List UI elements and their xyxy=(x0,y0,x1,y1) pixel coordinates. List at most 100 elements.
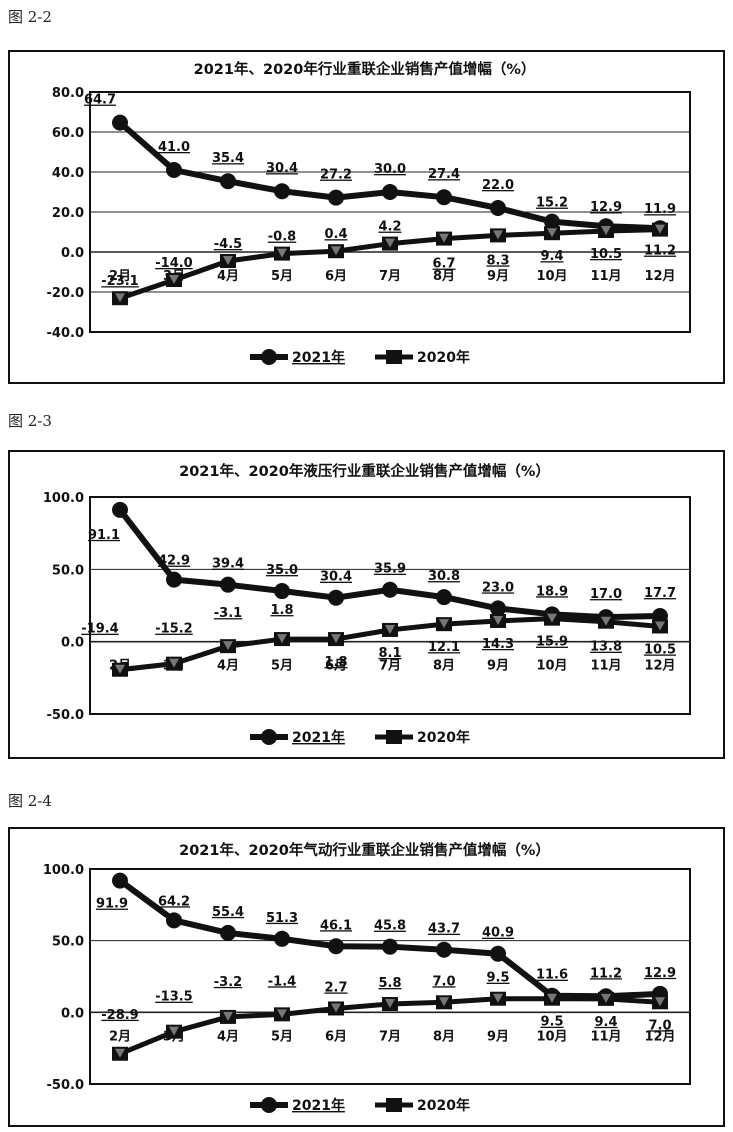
series-2020-data-label: 2.7 xyxy=(324,980,347,995)
series-2020-marker-inner xyxy=(169,1026,179,1036)
series-2020-marker-inner xyxy=(493,993,503,1003)
y-tick-label: -20.0 xyxy=(47,286,84,301)
series-2020-data-label: 7.0 xyxy=(648,1018,671,1033)
series-2021-data-label: 46.1 xyxy=(320,918,352,933)
series-2020-marker-inner xyxy=(277,248,287,258)
plot-area xyxy=(89,496,691,715)
series-2021-point xyxy=(220,173,236,190)
y-tick-label: 0.0 xyxy=(61,636,84,651)
series-2020-marker-inner xyxy=(331,1003,341,1013)
series-2020-marker-inner xyxy=(385,624,395,634)
figure-label-1: 图 2-2 xyxy=(8,8,52,26)
series-2021-data-label: 18.9 xyxy=(536,584,568,599)
category-label: 6月 xyxy=(325,659,347,674)
series-2020-data-label: 0.4 xyxy=(324,227,347,242)
series-2020-marker-inner xyxy=(439,619,449,629)
series-2020-data-label: -13.5 xyxy=(155,990,192,1005)
legend-2021-label: 2021年 xyxy=(292,349,345,366)
series-2021-point xyxy=(166,912,182,929)
series-2021-point xyxy=(220,924,236,941)
legend-2021-label: 2021年 xyxy=(292,729,345,746)
legend-2020-marker xyxy=(386,730,402,744)
series-2021-data-label: 23.0 xyxy=(482,580,514,595)
series-2020-marker-inner xyxy=(115,664,125,674)
y-tick-label: -50.0 xyxy=(47,708,84,723)
legend-2020-label: 2020年 xyxy=(417,1097,470,1114)
series-2020-data-label: 11.2 xyxy=(644,244,676,259)
series-2020-marker-inner xyxy=(655,997,665,1007)
series-2021-point xyxy=(490,600,506,617)
legend-2020-label: 2020年 xyxy=(417,349,470,366)
chart-2-4: 2021年、2020年气动行业重联企业销售产值增幅（%） 100.0 50.0 0.0… xyxy=(8,827,725,1127)
series-2021-data-label: 30.4 xyxy=(266,161,298,176)
series-2020-marker-inner xyxy=(223,256,233,265)
series-2020-data-label: 6.7 xyxy=(432,257,455,272)
plot-area xyxy=(89,868,691,1085)
series-2020-data-label: -28.9 xyxy=(101,1008,138,1023)
series-2021-data-label: 91.1 xyxy=(88,528,120,543)
series-2020-data-label: 9.5 xyxy=(540,1015,563,1030)
series-2021-data-label: 39.4 xyxy=(212,557,244,572)
series-2020-data-label: -14.0 xyxy=(155,256,192,271)
category-label: 7月 xyxy=(379,269,401,284)
series-2020-data-label: -3.2 xyxy=(214,975,242,990)
series-2021-data-label: 30.8 xyxy=(428,569,460,584)
series-2021-data-label: 30.4 xyxy=(320,570,352,585)
series-2021-data-label: 15.2 xyxy=(536,196,568,211)
category-label: 12月 xyxy=(644,1029,675,1044)
y-tick-label: 0.0 xyxy=(61,246,84,261)
category-label: 2月 xyxy=(109,1029,131,1044)
series-2021-point xyxy=(328,589,344,606)
category-label: 7月 xyxy=(379,1029,401,1044)
series-2021-data-label: 64.2 xyxy=(158,894,190,909)
series-2020-data-label: -15.2 xyxy=(155,622,192,637)
series-2021-data-label: 45.8 xyxy=(374,919,406,934)
series-2021-point xyxy=(382,938,398,955)
series-2020-marker-inner xyxy=(331,634,341,644)
series-2020-marker-inner xyxy=(277,1009,287,1019)
series-2020-marker-inner xyxy=(385,238,395,248)
category-label: 6月 xyxy=(325,269,347,284)
legend-2021-label: 2021年 xyxy=(292,1097,345,1114)
series-2020-marker-inner xyxy=(655,621,665,631)
figure-label-2: 图 2-3 xyxy=(8,412,52,430)
y-tick-label: 20.0 xyxy=(52,206,84,221)
category-label: 8月 xyxy=(433,659,455,674)
series-2020-marker-inner xyxy=(223,641,233,651)
series-2021-point xyxy=(382,184,398,200)
series-2020-data-label: -23.1 xyxy=(101,274,138,289)
series-2021-point xyxy=(544,213,560,230)
series-2021-point xyxy=(328,938,344,955)
series-2021-point xyxy=(274,930,290,947)
series-2020-data-label: 10.5 xyxy=(644,642,676,657)
legend-2021-marker xyxy=(261,349,277,365)
series-2021-point xyxy=(274,583,290,600)
series-2020-marker-inner xyxy=(493,615,503,625)
series-2021-data-label: 27.2 xyxy=(320,168,352,183)
series-2021-point xyxy=(112,501,128,518)
series-2021-point xyxy=(166,162,182,178)
chart-svg: 2021年、2020年行业重联企业销售产值增幅（%） 80.0 60.0 40.0 20… xyxy=(47,60,691,366)
legend-2020-label: 2020年 xyxy=(417,729,470,746)
series-2021-data-label: 41.0 xyxy=(158,140,190,155)
series-2021-data-label: 42.9 xyxy=(158,554,190,569)
series-2021-point xyxy=(490,945,506,962)
category-label: 10月 xyxy=(536,1029,567,1044)
series-2021-data-label: 91.9 xyxy=(96,897,128,912)
series-2020-data-label: 15.9 xyxy=(536,635,568,650)
y-tick-label: -40.0 xyxy=(47,326,84,341)
chart-title: 2021年、2020年液压行业重联企业销售产值增幅（%） xyxy=(179,462,550,480)
category-label: 4月 xyxy=(217,269,239,284)
series-2020-marker-inner xyxy=(169,658,179,668)
legend-2020-marker xyxy=(386,1098,402,1112)
category-label: 8月 xyxy=(433,269,455,284)
chart-title: 2021年、2020年气动行业重联企业销售产值增幅（%） xyxy=(179,841,550,859)
series-2021-data-label: 27.4 xyxy=(428,167,460,182)
series-2021-data-label: 35.9 xyxy=(374,562,406,577)
series-2021-data-label: 22.0 xyxy=(482,178,514,193)
category-label: 4月 xyxy=(217,1029,239,1044)
series-2021-data-label: 51.3 xyxy=(266,911,298,926)
series-2020-data-label: 1.8 xyxy=(270,603,293,618)
series-2021-point xyxy=(436,941,452,958)
series-2021-data-label: 55.4 xyxy=(212,905,244,920)
